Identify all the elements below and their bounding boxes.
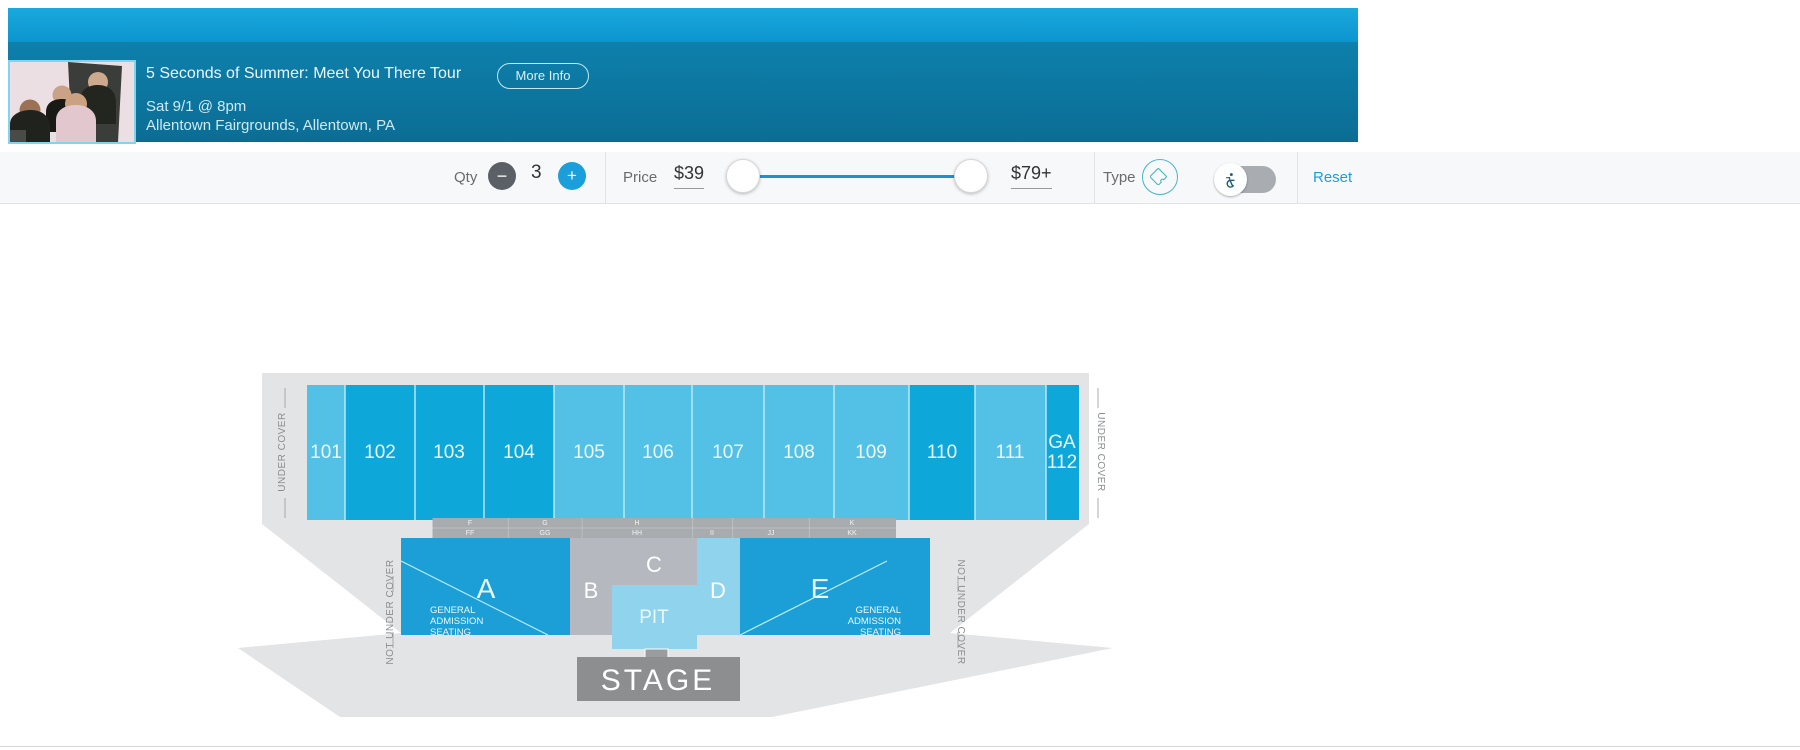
- svg-text:101: 101: [310, 442, 342, 463]
- svg-text:SEATING: SEATING: [430, 627, 471, 638]
- svg-text:102: 102: [364, 442, 396, 463]
- svg-text:G: G: [542, 520, 547, 527]
- svg-text:A: A: [477, 573, 496, 604]
- svg-text:II: II: [710, 530, 714, 537]
- svg-text:F: F: [468, 520, 472, 527]
- svg-text:112: 112: [1047, 452, 1077, 473]
- svg-text:GENERAL: GENERAL: [430, 605, 475, 616]
- svg-text:HH: HH: [632, 530, 642, 537]
- svg-text:STAGE: STAGE: [601, 664, 715, 697]
- svg-text:SEATING: SEATING: [860, 627, 901, 638]
- svg-text:103: 103: [433, 442, 465, 463]
- svg-text:PIT: PIT: [639, 607, 669, 628]
- svg-text:B: B: [584, 578, 599, 603]
- svg-text:C: C: [646, 552, 662, 577]
- svg-text:UNDER COVER: UNDER COVER: [277, 412, 288, 491]
- svg-text:107: 107: [712, 442, 744, 463]
- svg-text:UNDER COVER: UNDER COVER: [1095, 412, 1106, 491]
- svg-text:NOT UNDER COVER: NOT UNDER COVER: [385, 559, 396, 664]
- svg-text:111: 111: [996, 442, 1025, 463]
- svg-text:GENERAL: GENERAL: [856, 605, 901, 616]
- svg-text:105: 105: [573, 442, 605, 463]
- svg-text:ADMISSION: ADMISSION: [430, 616, 483, 627]
- svg-text:ADMISSION: ADMISSION: [848, 616, 901, 627]
- svg-text:FF: FF: [466, 530, 475, 537]
- svg-text:H: H: [634, 520, 639, 527]
- svg-text:E: E: [811, 573, 830, 604]
- svg-text:108: 108: [783, 442, 815, 463]
- svg-text:JJ: JJ: [768, 530, 775, 537]
- svg-text:GA: GA: [1048, 432, 1076, 453]
- svg-text:110: 110: [927, 442, 957, 463]
- svg-text:KK: KK: [847, 530, 857, 537]
- svg-text:104: 104: [503, 442, 535, 463]
- svg-text:106: 106: [642, 442, 674, 463]
- svg-text:GG: GG: [540, 530, 551, 537]
- svg-text:109: 109: [855, 442, 887, 463]
- svg-text:D: D: [710, 578, 726, 603]
- svg-text:K: K: [850, 520, 855, 527]
- svg-text:NOT UNDER COVER: NOT UNDER COVER: [955, 559, 966, 664]
